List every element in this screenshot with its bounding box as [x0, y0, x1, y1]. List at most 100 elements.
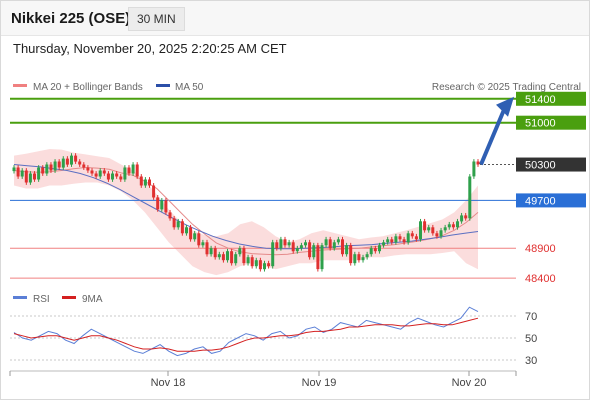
candle-body [304, 242, 307, 246]
candle-body [365, 254, 369, 258]
price-axis-labels: 51400 51000 50300 49700 48900 48400 [516, 91, 586, 285]
candles [12, 153, 480, 272]
price-label-resistance-2: 51400 [516, 91, 586, 106]
candle-body [472, 161, 476, 177]
candle-body [316, 245, 320, 270]
candle-body [176, 221, 180, 228]
candle-body [33, 173, 36, 180]
rsi-legend-label: RSI [33, 294, 50, 305]
candle-body [279, 239, 283, 249]
candle-body [12, 167, 16, 172]
price-label-current: 50300 [516, 157, 586, 172]
x-axis-ticks: Nov 18 Nov 19 Nov 20 [9, 371, 517, 389]
candle-body [61, 158, 65, 168]
candle-body [250, 257, 254, 267]
candle-body [65, 158, 69, 165]
candle-body [53, 161, 57, 171]
candle-body [94, 173, 98, 177]
candle-body [201, 242, 205, 246]
price-label-text-support-2: 48400 [525, 273, 556, 285]
rsi-panel: 70 50 30 [10, 306, 537, 367]
candle-body [205, 242, 209, 255]
ma50-line [13, 164, 479, 250]
candle-body [115, 173, 119, 177]
bollinger-bands [14, 149, 478, 276]
candle-body [267, 263, 271, 267]
candle-body [197, 233, 201, 246]
candle-body [312, 245, 316, 258]
candle-body [378, 245, 381, 252]
candle-body [353, 254, 357, 264]
x-tick-label: Nov 19 [302, 377, 337, 389]
ma50-legend-label: MA 50 [175, 82, 204, 93]
credit-label: Research © 2025 Trading Central [432, 82, 581, 93]
candle-body [443, 227, 447, 231]
forecast-arrow-shaft [479, 109, 506, 166]
candle-body [382, 242, 386, 246]
candle-body [414, 236, 418, 240]
price-levels [10, 97, 516, 279]
candle-body [423, 221, 427, 231]
candle-body [20, 170, 24, 177]
ma50-legend-swatch [156, 84, 170, 87]
candle-body [275, 242, 279, 249]
candle-body [369, 248, 373, 255]
candle-body [419, 221, 422, 240]
candle-body [402, 239, 406, 243]
candle-body [328, 239, 332, 249]
moving-averages [13, 164, 479, 256]
candle-body [213, 248, 217, 258]
ma9-legend-label: 9MA [82, 294, 103, 305]
forecast-arrow-head [496, 96, 514, 117]
candle-body [49, 164, 53, 171]
instrument-title: Nikkei 225 (OSE) [11, 10, 131, 27]
price-label-box-resistance-1 [516, 115, 586, 130]
candle-body [180, 221, 184, 234]
rsi-tick-70: 70 [525, 311, 537, 323]
candle-body [86, 167, 90, 171]
candle-body [373, 248, 377, 252]
price-label-resistance-1: 51000 [516, 115, 586, 130]
price-label-box-pivot [516, 193, 586, 208]
candle-body [160, 200, 164, 210]
candle-body [82, 164, 86, 168]
rsi-ma9-line [13, 317, 479, 352]
candle-body [287, 242, 291, 246]
x-tick-label: Nov 20 [452, 377, 487, 389]
candle-body [258, 260, 262, 270]
candle-body [468, 176, 472, 219]
candle-body [143, 179, 147, 186]
candle-body [78, 161, 82, 165]
candle-body [291, 242, 295, 252]
candle-body [45, 164, 49, 174]
candle-body [238, 248, 242, 255]
candle-body [283, 239, 287, 246]
candle-body [460, 215, 464, 222]
candle-body [189, 227, 193, 240]
candle-body [357, 254, 361, 261]
candle-body [172, 218, 176, 228]
candle-body [246, 257, 250, 264]
candle-body [254, 260, 258, 267]
candle-body [168, 212, 172, 219]
candle-body [361, 257, 365, 261]
candle-body [123, 167, 127, 180]
candle-body [90, 170, 94, 174]
candle-body [439, 230, 443, 237]
candle-body [242, 248, 246, 264]
ma9-legend-swatch [62, 296, 76, 299]
timeframe-button[interactable]: 30 MIN [128, 7, 185, 31]
candle-body [476, 161, 480, 165]
candle-body [451, 224, 455, 228]
candle-body [119, 176, 123, 180]
candle-body [226, 251, 229, 261]
candle-body [164, 200, 168, 213]
candle-body [221, 254, 225, 261]
candle-body [74, 155, 78, 162]
price-label-box-current [516, 157, 586, 172]
candle-body [427, 227, 431, 231]
price-label-support-1: 48900 [525, 243, 556, 255]
candle-body [209, 248, 213, 255]
candle-body [131, 164, 135, 174]
candle-body [398, 236, 402, 240]
